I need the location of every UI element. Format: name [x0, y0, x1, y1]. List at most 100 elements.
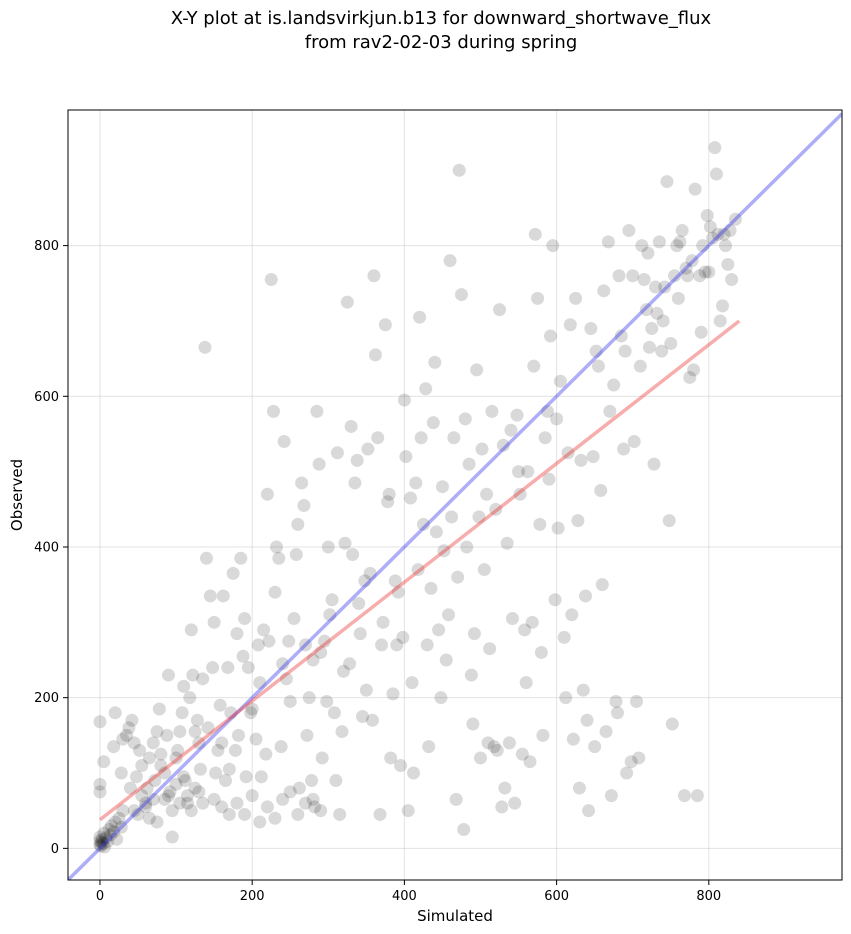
- data-point: [133, 743, 147, 757]
- data-point: [604, 789, 618, 803]
- data-point: [330, 446, 344, 460]
- data-point: [363, 566, 377, 580]
- data-point: [670, 239, 684, 253]
- data-point: [668, 269, 682, 283]
- data-point: [107, 825, 121, 839]
- data-point: [460, 540, 474, 554]
- data-point: [523, 755, 537, 769]
- data-point: [424, 581, 438, 595]
- data-point: [148, 774, 162, 788]
- data-point: [505, 612, 519, 626]
- data-point: [266, 404, 280, 418]
- data-point: [706, 231, 720, 245]
- x-tick-label: 400: [392, 889, 417, 904]
- data-point: [565, 608, 579, 622]
- data-point: [245, 789, 259, 803]
- data-point: [356, 710, 370, 724]
- data-point: [411, 563, 425, 577]
- data-point: [381, 495, 395, 509]
- data-point: [306, 792, 320, 806]
- data-point: [108, 706, 122, 720]
- data-point: [462, 457, 476, 471]
- data-point: [538, 431, 552, 445]
- data-point: [310, 404, 324, 418]
- data-point: [186, 668, 200, 682]
- data-point: [150, 725, 164, 739]
- data-point: [154, 758, 168, 772]
- data-point: [253, 676, 267, 690]
- y-axis-ticks: 0 200 400 600 800: [34, 239, 68, 857]
- data-point: [642, 340, 656, 354]
- data-point: [184, 804, 198, 818]
- one-to-one-line: [68, 112, 842, 880]
- data-point: [447, 431, 461, 445]
- data-point: [135, 758, 149, 772]
- data-point: [96, 837, 110, 851]
- data-point: [142, 811, 156, 825]
- data-point: [394, 758, 408, 772]
- data-point: [158, 792, 172, 806]
- data-point: [614, 329, 628, 343]
- data-point: [426, 416, 440, 430]
- data-point: [557, 630, 571, 644]
- data-point: [93, 715, 107, 729]
- data-point: [397, 393, 411, 407]
- data-point: [481, 736, 495, 750]
- data-point: [215, 736, 229, 750]
- data-point: [551, 521, 565, 535]
- data-point: [500, 536, 514, 550]
- data-point: [371, 431, 385, 445]
- data-point: [94, 839, 108, 853]
- data-point: [542, 472, 556, 486]
- data-point: [140, 781, 154, 795]
- data-point: [679, 261, 693, 275]
- data-point: [407, 766, 421, 780]
- data-point: [576, 683, 590, 697]
- data-point: [238, 807, 252, 821]
- data-point: [617, 442, 631, 456]
- data-point: [452, 163, 466, 177]
- data-point: [327, 706, 341, 720]
- data-point: [521, 465, 535, 479]
- data-point: [222, 762, 236, 776]
- data-point: [150, 815, 164, 829]
- data-point: [135, 789, 149, 803]
- data-point: [376, 615, 390, 629]
- data-point: [262, 634, 276, 648]
- data-point: [639, 303, 653, 317]
- data-point: [123, 781, 137, 795]
- data-point: [93, 785, 107, 799]
- data-point: [260, 800, 274, 814]
- data-point: [527, 359, 541, 373]
- data-point: [192, 785, 206, 799]
- data-point: [338, 536, 352, 550]
- x-axis-ticks: 0 200 400 600 800: [96, 880, 721, 904]
- data-point: [413, 310, 427, 324]
- data-point: [690, 789, 704, 803]
- data-point: [188, 781, 202, 795]
- data-point: [496, 438, 510, 452]
- data-point: [196, 796, 210, 810]
- data-point: [346, 548, 360, 562]
- data-point: [230, 796, 244, 810]
- data-point: [597, 284, 611, 298]
- data-point: [624, 755, 638, 769]
- plot-frame: [67, 109, 843, 881]
- data-point: [647, 457, 661, 471]
- data-point: [201, 721, 215, 735]
- data-point: [222, 807, 236, 821]
- data-point: [165, 804, 179, 818]
- data-point: [633, 359, 647, 373]
- data-point: [305, 774, 319, 788]
- data-point: [161, 668, 175, 682]
- data-point: [589, 344, 603, 358]
- data-point: [300, 728, 314, 742]
- data-point: [716, 299, 730, 313]
- chart-title-line2: from rav2-02-03 during spring: [305, 32, 578, 53]
- data-point: [116, 732, 130, 746]
- data-point: [466, 717, 480, 731]
- data-point: [254, 770, 268, 784]
- data-point: [569, 291, 583, 305]
- data-point: [234, 551, 248, 565]
- data-point: [723, 224, 737, 238]
